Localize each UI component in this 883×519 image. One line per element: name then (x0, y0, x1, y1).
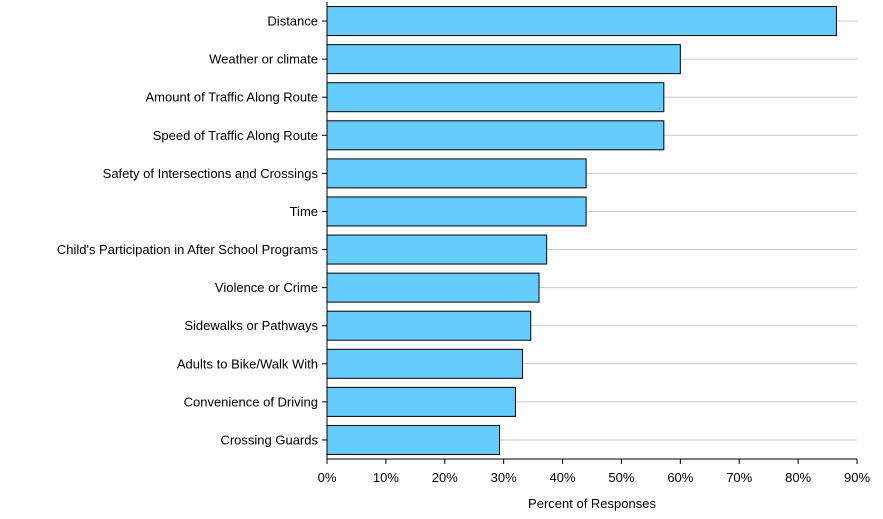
x-tick-label: 80% (785, 470, 811, 485)
bar (326, 310, 532, 341)
bar (326, 272, 540, 303)
x-tick-label: 60% (667, 470, 693, 485)
category-label: Violence or Crime (215, 280, 318, 295)
x-tick-labels: 0% 10% 20% 30% 40% 50% 60% 70% 80% 90% (318, 470, 871, 485)
category-label: Time (290, 204, 318, 219)
axes (322, 2, 858, 464)
gridlines (499, 20, 857, 441)
category-label: Crossing Guards (220, 432, 318, 447)
x-tick-label: 90% (844, 470, 870, 485)
category-label: Child's Participation in After School Pr… (57, 242, 319, 257)
bar (326, 196, 587, 227)
category-labels: Distance Weather or climate Amount of Traf… (57, 14, 319, 448)
x-tick-label: 0% (318, 470, 337, 485)
x-tick-label: 20% (432, 470, 458, 485)
bar (326, 44, 681, 75)
bar (326, 386, 516, 417)
bar (326, 348, 524, 379)
category-label: Speed of Traffic Along Route (153, 128, 318, 143)
bar (326, 120, 665, 151)
bar (326, 234, 548, 265)
x-tick-label: 40% (550, 470, 576, 485)
x-tick-label: 10% (373, 470, 399, 485)
category-label: Weather or climate (209, 52, 318, 67)
category-label: Safety of Intersections and Crossings (103, 166, 319, 181)
x-tick-label: 50% (608, 470, 634, 485)
x-tick-label: 30% (491, 470, 517, 485)
bar (326, 6, 837, 37)
category-label: Sidewalks or Pathways (184, 318, 318, 333)
bar (326, 158, 587, 189)
category-label: Adults to Bike/Walk With (177, 356, 318, 371)
category-label: Amount of Traffic Along Route (146, 90, 318, 105)
bar (326, 82, 665, 113)
x-tick-label: 70% (726, 470, 752, 485)
category-label: Distance (267, 14, 318, 29)
category-label: Convenience of Driving (184, 394, 318, 409)
bars (326, 6, 837, 455)
x-axis-title: Percent of Responses (528, 496, 656, 511)
bar (326, 424, 501, 455)
